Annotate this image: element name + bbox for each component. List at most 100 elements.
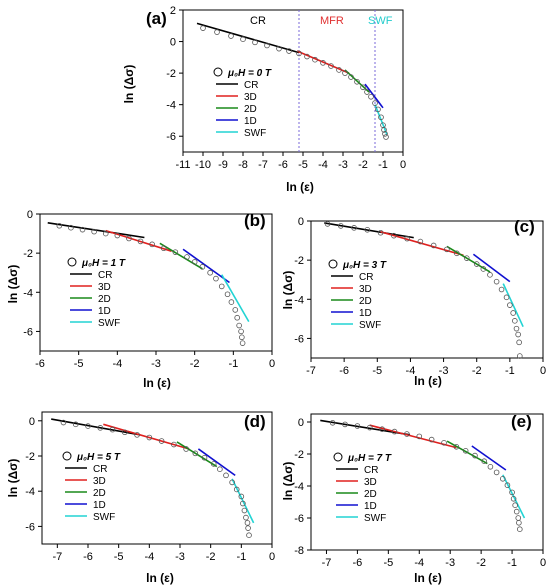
data-point <box>382 131 388 137</box>
x-tick-label: 0 <box>400 159 406 171</box>
x-tick-label: -1 <box>505 365 515 377</box>
data-point <box>146 434 153 441</box>
data-point <box>377 229 384 236</box>
x-axis-title: ln (ε) <box>414 571 442 585</box>
x-tick-label: -2 <box>358 159 368 171</box>
data-point <box>228 299 235 305</box>
x-axis-title: ln (ε) <box>143 376 171 390</box>
data-point <box>217 466 223 473</box>
x-tick-label: -1 <box>378 159 388 171</box>
data-point <box>240 36 246 42</box>
fit-line-1d <box>471 445 507 471</box>
data-point <box>213 275 219 282</box>
data-point <box>342 70 348 76</box>
data-point <box>320 60 326 66</box>
legend-entry-2d: 2D <box>364 489 377 500</box>
y-tick-label: -2 <box>25 451 35 463</box>
data-point <box>342 421 348 428</box>
data-point <box>60 419 67 426</box>
data-point <box>252 39 258 46</box>
x-tick-label: -5 <box>74 358 84 370</box>
x-tick-label: 0 <box>269 551 275 563</box>
y-tick-label: -4 <box>294 294 304 306</box>
data-point <box>114 232 121 239</box>
data-point <box>207 269 213 276</box>
data-point <box>463 255 470 261</box>
data-point <box>329 419 336 426</box>
data-point <box>441 439 447 446</box>
data-point <box>134 432 140 438</box>
data-point <box>239 334 245 341</box>
legend-entry-cr: CR <box>98 270 112 281</box>
x-tick-label: -9 <box>218 159 228 171</box>
data-point <box>480 266 487 272</box>
data-point <box>504 482 511 489</box>
legend-entry-3d: 3D <box>244 92 257 103</box>
data-point <box>360 84 366 91</box>
panel-letter: (b) <box>244 211 266 230</box>
data-point <box>417 238 424 245</box>
data-point <box>513 325 520 332</box>
data-point <box>85 423 91 429</box>
data-point <box>240 500 246 507</box>
fit-line-1d <box>364 83 384 109</box>
panel-letter: (e) <box>511 412 532 431</box>
y-tick-label: -2 <box>294 255 304 267</box>
x-tick-label: -5 <box>383 557 393 569</box>
x-tick-label: -1 <box>236 551 246 563</box>
data-point <box>286 48 292 54</box>
legend-entry-2d: 2D <box>359 296 372 307</box>
data-point <box>214 29 220 35</box>
data-point <box>516 519 522 526</box>
data-point <box>372 100 378 106</box>
data-point <box>199 264 206 270</box>
fit-line-swf <box>221 274 250 323</box>
data-point <box>510 495 517 502</box>
legend-entry-3d: 3D <box>93 476 106 487</box>
data-point <box>243 514 249 521</box>
data-point <box>481 458 488 465</box>
y-tick-label: -2 <box>166 68 176 80</box>
x-tick-label: -5 <box>114 551 124 563</box>
x-tick-label: -4 <box>414 557 424 569</box>
data-point <box>264 42 270 49</box>
x-tick-label: -3 <box>338 159 348 171</box>
data-point <box>171 441 177 448</box>
legend-entry-swf: SWF <box>98 318 120 329</box>
data-point <box>232 307 239 313</box>
fit-line-3d <box>369 424 457 449</box>
legend-entry-swf: SWF <box>93 512 115 523</box>
panel-letter: (d) <box>244 412 266 431</box>
fit-line-cr <box>324 222 414 239</box>
y-tick-label: -4 <box>294 481 304 493</box>
data-point <box>210 461 217 467</box>
data-point <box>276 45 282 52</box>
fit-line-cr <box>196 22 300 54</box>
data-point <box>487 463 494 470</box>
data-point <box>493 278 500 285</box>
legend-field-label: μ₀H = 3 T <box>342 260 387 271</box>
data-point <box>510 310 516 316</box>
data-point <box>430 242 437 249</box>
data-point <box>473 261 480 267</box>
panel-e: -7 -6 -5 -4 -3 -2 -1 0 0 -2 -4 -6 -8 (e) ln (ε) ln (Δσ)… <box>281 412 546 585</box>
panel-d: -7 -6 -5 -4 -3 -2 -1 0 0 -2 -4 -6 (d) ln (ε) ln (Δσ) μ₀… <box>6 411 275 585</box>
fit-line-1d <box>197 448 236 477</box>
data-point <box>160 245 167 252</box>
data-point <box>428 436 435 443</box>
data-point <box>328 63 334 69</box>
x-tick-label: -3 <box>175 551 185 563</box>
y-tick-label: 0 <box>170 37 176 49</box>
data-point <box>68 224 74 231</box>
x-tick-label: -7 <box>258 159 268 171</box>
data-point <box>184 254 190 260</box>
data-point <box>224 291 231 298</box>
data-point <box>126 235 132 242</box>
data-point <box>379 426 385 433</box>
y-tick-label: 0 <box>27 209 33 221</box>
data-point <box>56 222 63 229</box>
legend-entry-1d: 1D <box>93 500 106 511</box>
data-point <box>498 286 505 293</box>
